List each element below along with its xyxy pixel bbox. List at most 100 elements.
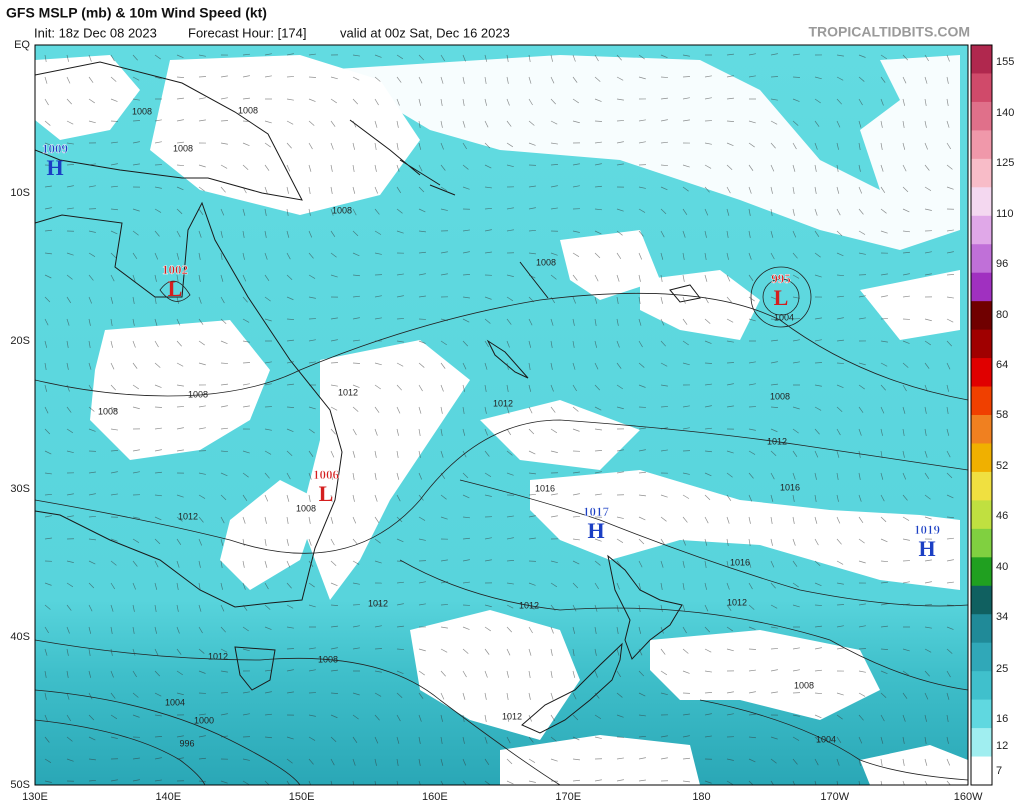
colorbar-swatch <box>971 472 992 501</box>
lon-label: 160W <box>954 791 983 803</box>
pressure-center: L <box>774 285 789 310</box>
colorbar-swatch <box>971 728 992 757</box>
colorbar-label: 140 <box>996 107 1014 119</box>
isobar-label: 1008 <box>770 391 790 401</box>
isobar-label: 1004 <box>165 697 185 707</box>
colorbar-label: 46 <box>996 510 1008 522</box>
colorbar-swatch <box>971 102 992 131</box>
isobar-label: 1004 <box>774 312 794 322</box>
colorbar-label: 58 <box>996 409 1008 421</box>
colorbar-label: 34 <box>996 611 1008 623</box>
isobar-label: 1012 <box>493 398 513 408</box>
colorbar-swatch <box>971 757 992 786</box>
pressure-center: L <box>319 481 334 506</box>
isobar-label: 1008 <box>536 257 556 267</box>
colorbar-swatch <box>971 586 992 615</box>
pressure-center: H <box>587 518 604 543</box>
pressure-value: 1002 <box>162 262 188 277</box>
wind-barb <box>111 121 118 122</box>
colorbar-swatch <box>971 671 992 700</box>
colorbar-label: 25 <box>996 663 1008 675</box>
pressure-value: 1019 <box>914 522 941 537</box>
lat-label: 30S <box>10 483 30 495</box>
pressure-value: 995 <box>771 271 791 286</box>
lat-label: 50S <box>10 779 30 791</box>
valid-time: valid at 00z Sat, Dec 16 2023 <box>340 25 510 40</box>
colorbar-label: 96 <box>996 258 1008 270</box>
colorbar-swatch <box>971 557 992 586</box>
isobar-label: 1012 <box>208 651 228 661</box>
colorbar-swatch <box>971 273 992 302</box>
isobar-label: 1000 <box>194 715 214 725</box>
isobar-label: 1008 <box>794 680 814 690</box>
colorbar-label: 12 <box>996 740 1008 752</box>
lon-label: 180 <box>692 791 710 803</box>
colorbar-label: 125 <box>996 157 1014 169</box>
isobar-label: 996 <box>179 738 194 748</box>
lon-label: 160E <box>422 791 448 803</box>
colorbar-swatch <box>971 73 992 102</box>
colorbar-swatch <box>971 330 992 359</box>
colorbar-swatch <box>971 614 992 643</box>
colorbar-swatch <box>971 216 992 245</box>
colorbar-label: 110 <box>996 208 1014 220</box>
pressure-value: 1017 <box>583 504 610 519</box>
source-watermark: TROPICALTIDBITS.COM <box>808 24 970 40</box>
colorbar-swatch <box>971 700 992 729</box>
colorbar-swatch <box>971 529 992 558</box>
colorbar-swatch <box>971 415 992 444</box>
colorbar-swatch <box>971 387 992 416</box>
lat-label: 10S <box>10 187 30 199</box>
isobar-label: 1016 <box>730 557 750 567</box>
isobar-label: 1008 <box>132 106 152 116</box>
colorbar-label: 52 <box>996 460 1008 472</box>
colorbar-label: 64 <box>996 359 1008 371</box>
isobar-label: 1008 <box>98 406 118 416</box>
colorbar-swatch <box>971 500 992 529</box>
lat-label: 20S <box>10 335 30 347</box>
init-time: Init: 18z Dec 08 2023 <box>34 25 157 40</box>
colorbar-label: 7 <box>996 765 1002 777</box>
isobar-label: 1012 <box>767 436 787 446</box>
colorbar-label: 80 <box>996 309 1008 321</box>
isobar-label: 1008 <box>188 389 208 399</box>
lat-label: EQ <box>14 39 30 51</box>
isobar-label: 1008 <box>173 143 193 153</box>
colorbar-swatch <box>971 358 992 387</box>
colorbar-swatch <box>971 130 992 159</box>
isobar-label: 1012 <box>178 511 198 521</box>
colorbar-swatch <box>971 187 992 216</box>
colorbar-swatch <box>971 159 992 188</box>
pressure-value: 1006 <box>313 467 340 482</box>
isobar-label: 1008 <box>296 503 316 513</box>
isobar-label: 1008 <box>238 105 258 115</box>
lon-label: 170E <box>555 791 581 803</box>
colorbar-swatch <box>971 643 992 672</box>
colorbar-label: 16 <box>996 713 1008 725</box>
title: GFS MSLP (mb) & 10m Wind Speed (kt) <box>6 5 267 21</box>
colorbar-swatch <box>971 244 992 273</box>
isobar-label: 1012 <box>368 598 388 608</box>
isobar-label: 1012 <box>502 711 522 721</box>
lon-label: 150E <box>289 791 315 803</box>
forecast-hour: Forecast Hour: [174] <box>188 25 307 40</box>
pressure-center: L <box>168 276 183 301</box>
pressure-center: H <box>46 155 63 180</box>
isobar-label: 1016 <box>535 483 555 493</box>
isobar-label: 1012 <box>338 387 358 397</box>
map-field: 1008 1008 1008 1008 1008 1004 1012 1012 1008 1008… <box>35 45 968 788</box>
colorbar-swatch <box>971 443 992 472</box>
colorbar-swatch <box>971 45 992 74</box>
colorbar-label: 40 <box>996 561 1008 573</box>
isobar-label: 1012 <box>727 597 747 607</box>
pressure-center: H <box>918 536 935 561</box>
lon-label: 130E <box>22 791 48 803</box>
lon-label: 170W <box>820 791 849 803</box>
colorbar-swatch <box>971 301 992 330</box>
lon-label: 140E <box>155 791 181 803</box>
isobar-label: 1004 <box>816 734 836 744</box>
isobar-label: 1016 <box>780 482 800 492</box>
isobar-label: 1008 <box>318 654 338 664</box>
